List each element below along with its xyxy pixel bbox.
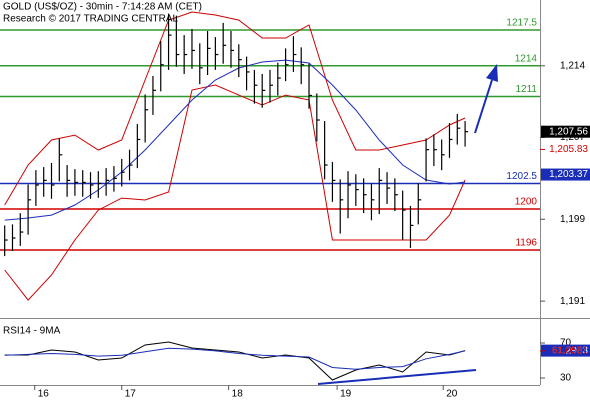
level-label: 1196 <box>515 238 537 249</box>
forecast-arrow <box>474 79 493 134</box>
level-label: 1217.5 <box>506 18 537 29</box>
level-label: 1211 <box>515 84 537 95</box>
price-marker-label: 1,203.37 <box>549 169 588 180</box>
price-marker <box>541 344 590 357</box>
x-tick-label: 19 <box>340 389 352 400</box>
chart-title: GOLD (US$/OZ) - 30min - 7:14:28 AM (CET) <box>3 2 202 13</box>
series-line <box>4 347 466 370</box>
price-marker <box>541 125 590 138</box>
series-line <box>4 11 466 206</box>
rsi-trend-line <box>317 369 477 385</box>
level-label: 1200 <box>515 197 538 208</box>
y-tick-label: 30 <box>560 373 572 384</box>
series-line <box>4 84 466 301</box>
plot-layer: 1,2141,2071,1991,1911217.5121412111202.5… <box>0 11 585 400</box>
arrow-head <box>486 64 498 82</box>
y-tick-label: 70 <box>560 338 572 349</box>
x-tick-label: 17 <box>125 389 137 400</box>
x-tick-label: 16 <box>38 389 50 400</box>
price-marker-label: 1,207.56 <box>549 126 588 137</box>
y-tick-label: 1,199 <box>560 214 585 225</box>
y-tick-label: 1,191 <box>560 296 585 307</box>
y-tick-label: 1,214 <box>560 60 585 71</box>
level-label: 1214 <box>515 53 538 64</box>
level-label: 1202.5 <box>506 171 537 182</box>
x-tick-label: 20 <box>446 389 458 400</box>
price-marker-label: 61.2983 <box>552 345 589 356</box>
chart-subtitle: Research © 2017 TRADING CENTRAL <box>3 14 178 25</box>
x-tick-label: 18 <box>232 389 244 400</box>
price-marker-label: 61.0581 <box>552 345 589 356</box>
rsi-title: RSI14 - 9MA <box>3 326 61 337</box>
price-marker <box>541 168 590 181</box>
price-marker-label: 1,205.83 <box>549 144 588 155</box>
